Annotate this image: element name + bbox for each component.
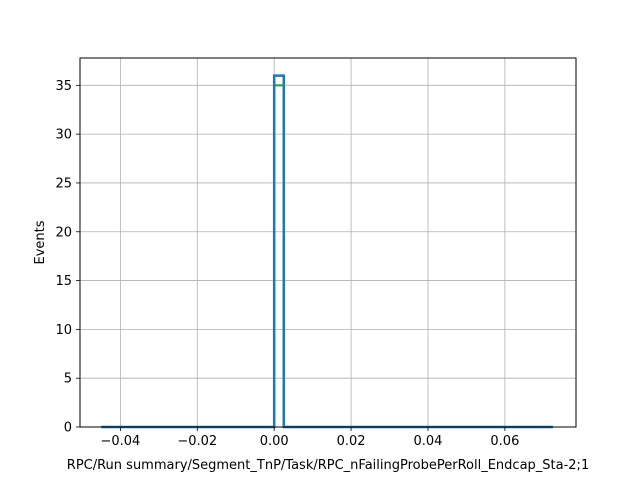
y-axis-ticks: 0 5 10 15 20 25 30 35	[55, 79, 80, 436]
y-tick-label: 15	[55, 274, 72, 289]
x-tick-label: −0.02	[177, 434, 217, 449]
y-tick-label: 25	[55, 176, 72, 191]
y-tick-label: 0	[64, 421, 72, 436]
y-tick-label: 5	[64, 372, 72, 387]
x-tick-label: 0.06	[490, 434, 519, 449]
axes-frame	[79, 57, 577, 428]
x-tick-label: 0.00	[260, 434, 289, 449]
y-grid-lines	[80, 84, 576, 428]
y-tick-label: 30	[55, 128, 72, 143]
x-tick-label: 0.02	[337, 434, 366, 449]
y-axis-label: Events	[33, 220, 48, 264]
x-axis-ticks: −0.04 −0.02 0.00 0.02 0.04 0.06	[100, 427, 519, 449]
x-axis-label: RPC/Run summary/Segment_TnP/Task/RPC_nFa…	[67, 458, 589, 473]
y-tick-label: 10	[55, 323, 72, 338]
x-tick-label: 0.04	[413, 434, 442, 449]
x-tick-label: −0.04	[100, 434, 140, 449]
y-tick-label: 35	[55, 79, 72, 94]
y-tick-label: 20	[55, 225, 72, 240]
